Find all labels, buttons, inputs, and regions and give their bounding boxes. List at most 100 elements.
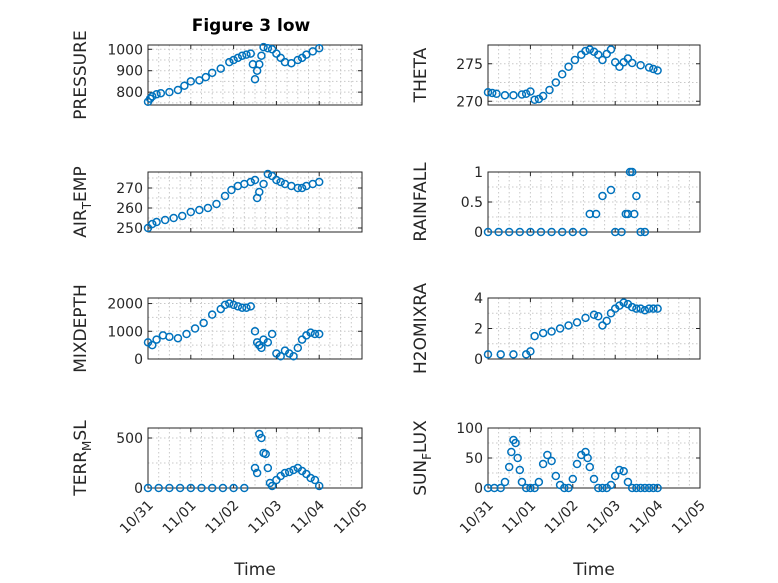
data-point [589, 474, 599, 484]
x-tick-label: 11/04 [288, 497, 328, 537]
data-point [229, 55, 238, 65]
data-point [627, 483, 637, 493]
data-point [511, 438, 520, 448]
data-point [496, 483, 505, 493]
data-point [310, 329, 320, 339]
y-tick-label: 900 [116, 64, 143, 80]
data-point [233, 302, 243, 311]
data-point [297, 183, 307, 193]
y-tick-label: 0 [474, 352, 483, 368]
data-point [636, 304, 645, 313]
data-point [227, 185, 236, 195]
data-point [261, 449, 270, 459]
data-point [623, 477, 633, 487]
data-point [615, 465, 624, 475]
data-point [521, 89, 531, 98]
y-tick-label: 270 [456, 94, 483, 110]
data-point [293, 343, 303, 353]
data-point [250, 463, 260, 473]
data-point [610, 471, 620, 481]
data-point [606, 480, 616, 490]
subplot-6: 0 2 4 H2OMIXRA [411, 283, 701, 374]
y-tick-label: 1 [474, 165, 483, 181]
x-tick-label: 11/04 [627, 497, 667, 537]
data-point [250, 75, 260, 84]
data-point [649, 483, 658, 493]
y-axis-label: TERRMSL [71, 420, 94, 497]
data-point [190, 324, 200, 333]
data-point [619, 298, 628, 307]
x-axis-label: Time [572, 560, 615, 580]
data-point [560, 483, 569, 493]
data-point [492, 89, 501, 98]
data-point [148, 219, 157, 229]
data-point [263, 463, 273, 473]
data-point [557, 227, 567, 237]
data-point [182, 329, 191, 339]
data-point [547, 327, 556, 336]
data-point [583, 453, 592, 463]
data-point [255, 60, 264, 69]
subplot-7: 0 500 10/31 11/01 11/02 11/03 11/04 11/05 TERRMS… [71, 420, 371, 580]
data-point [627, 167, 637, 177]
data-point [233, 53, 243, 63]
x-tick-label: 11/02 [203, 498, 243, 538]
y-tick-label: 1000 [107, 42, 143, 58]
y-tick-label: 2 [474, 322, 483, 338]
data-point [289, 465, 298, 475]
data-point [173, 333, 183, 343]
data-point [530, 331, 539, 341]
data-point [538, 91, 548, 101]
data-point [177, 211, 187, 221]
data-point [257, 433, 266, 443]
data-point [632, 304, 641, 313]
data-point [483, 227, 493, 237]
data-point [284, 467, 294, 477]
data-point [169, 213, 178, 223]
data-point [229, 300, 238, 310]
data-point [165, 87, 174, 97]
data-point [276, 53, 285, 63]
y-axis-label-subscript: F [420, 453, 434, 460]
x-tick-label: 11/03 [584, 498, 624, 538]
y-tick-label: 260 [116, 201, 143, 217]
data-point [585, 462, 595, 472]
y-axis-label: SUNFLUX [411, 420, 434, 496]
data-point [610, 58, 620, 67]
data-point [598, 321, 607, 330]
data-point [598, 191, 607, 201]
data-point [653, 483, 662, 493]
data-point [627, 58, 637, 68]
data-point [564, 62, 573, 71]
data-point [568, 227, 578, 237]
data-point [218, 483, 228, 493]
data-point [293, 55, 303, 65]
data-point [487, 88, 497, 98]
y-tick-label: 4 [474, 291, 483, 307]
data-point [263, 169, 273, 179]
y-axis-label-subscript: T [80, 201, 94, 210]
data-point [593, 312, 603, 321]
data-point [257, 343, 266, 353]
data-point [627, 302, 637, 312]
x-tick-label: 11/05 [331, 498, 371, 538]
data-point [207, 483, 217, 493]
axes-frame [487, 44, 701, 106]
data-point [143, 483, 153, 493]
data-point [259, 42, 268, 52]
y-tick-label: 1000 [107, 324, 143, 340]
data-point [606, 45, 616, 54]
data-point [602, 49, 611, 59]
data-point [572, 459, 582, 469]
data-point [504, 462, 514, 472]
data-point [615, 62, 624, 71]
data-point [207, 310, 217, 319]
data-point [306, 328, 315, 337]
data-point [534, 477, 544, 487]
data-point [148, 340, 157, 350]
data-point [156, 88, 166, 98]
data-point [585, 45, 595, 54]
data-point [483, 88, 493, 97]
y-axis-label: MIXDEPTH [71, 284, 91, 373]
